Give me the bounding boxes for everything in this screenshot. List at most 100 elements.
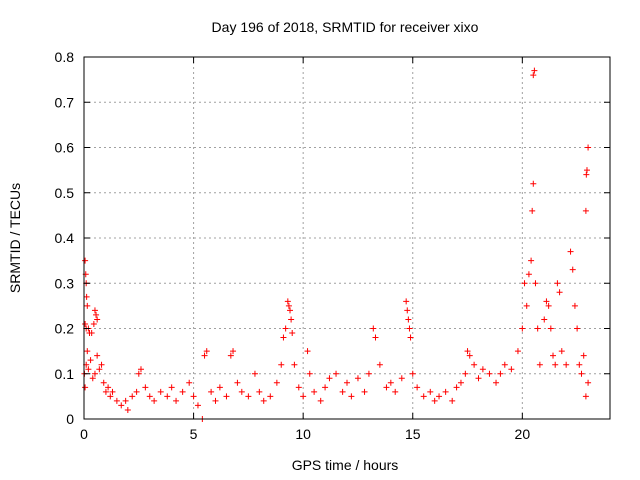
data-point <box>267 393 274 400</box>
data-point <box>146 393 153 400</box>
data-point <box>256 388 263 395</box>
data-point <box>514 348 521 355</box>
data-point <box>571 302 578 309</box>
data-point <box>91 370 98 377</box>
data-point <box>531 67 538 74</box>
data-point <box>91 307 98 314</box>
data-point <box>142 384 149 391</box>
data-point <box>545 302 552 309</box>
data-point <box>578 370 585 377</box>
data-point <box>118 402 125 409</box>
data-point <box>414 384 421 391</box>
data-point <box>370 325 377 332</box>
data-point <box>109 388 116 395</box>
data-point <box>173 397 180 404</box>
data-point <box>88 330 95 337</box>
data-point <box>404 307 411 314</box>
y-axis-label: SRMTID / TECUs <box>7 183 23 293</box>
data-point <box>280 334 287 341</box>
data-point <box>376 361 383 368</box>
data-point <box>201 352 208 359</box>
data-point <box>563 361 570 368</box>
data-point <box>89 375 96 382</box>
y-tick-label: 0.6 <box>55 140 75 156</box>
x-tick-label: 5 <box>190 426 198 442</box>
data-point <box>471 361 478 368</box>
data-point <box>212 397 219 404</box>
data-point <box>87 357 94 364</box>
data-point <box>543 298 550 305</box>
data-point <box>311 388 318 395</box>
data-point <box>365 370 372 377</box>
data-point <box>282 325 289 332</box>
data-point <box>344 379 350 386</box>
data-point <box>96 366 103 373</box>
data-point <box>94 316 101 323</box>
data-point <box>528 257 535 264</box>
data-point <box>82 384 89 391</box>
data-point <box>529 207 536 214</box>
data-point <box>245 393 252 400</box>
y-tick-label: 0 <box>66 411 74 427</box>
data-points <box>81 67 592 422</box>
data-point <box>227 352 234 359</box>
data-point <box>151 397 158 404</box>
data-point <box>98 361 105 368</box>
data-point <box>449 397 456 404</box>
data-point <box>179 388 186 395</box>
data-point <box>339 388 346 395</box>
data-point <box>317 397 324 404</box>
data-point <box>234 379 241 386</box>
data-point <box>532 280 539 287</box>
data-point <box>93 311 100 318</box>
data-point <box>83 293 90 300</box>
y-tick-label: 0.5 <box>55 185 75 201</box>
data-point <box>354 375 361 382</box>
data-point <box>124 406 131 413</box>
y-tick-label: 0.1 <box>55 366 75 382</box>
data-point <box>105 384 112 391</box>
grid <box>84 57 610 419</box>
data-point <box>295 384 302 391</box>
data-point <box>223 393 230 400</box>
data-point <box>462 370 469 377</box>
data-point <box>230 348 237 355</box>
data-point <box>387 379 394 386</box>
data-point <box>84 302 91 309</box>
y-tick-label: 0.8 <box>55 49 75 65</box>
y-tick-label: 0.2 <box>55 321 75 337</box>
data-point <box>306 370 313 377</box>
data-point <box>251 370 258 377</box>
data-point <box>403 298 410 305</box>
data-point <box>322 384 329 391</box>
data-point <box>100 379 107 386</box>
data-point <box>137 366 144 373</box>
data-point <box>102 388 109 395</box>
data-point <box>407 334 414 341</box>
data-point <box>288 316 295 323</box>
data-point <box>90 320 97 327</box>
data-point <box>436 393 443 400</box>
data-point <box>291 361 298 368</box>
data-point <box>238 388 245 395</box>
data-point <box>383 384 390 391</box>
data-point <box>523 302 530 309</box>
data-point <box>194 402 201 409</box>
data-point <box>273 379 280 386</box>
data-point <box>508 366 515 373</box>
data-point <box>113 397 120 404</box>
data-point <box>372 334 379 341</box>
data-point <box>547 325 554 332</box>
data-point <box>427 388 434 395</box>
data-point <box>525 271 532 278</box>
data-point <box>157 388 164 395</box>
data-point <box>398 375 405 382</box>
x-tick-label: 10 <box>295 426 311 442</box>
data-point <box>583 171 590 178</box>
data-point <box>392 388 399 395</box>
data-point <box>190 393 197 400</box>
data-point <box>84 348 91 355</box>
data-point <box>453 384 460 391</box>
